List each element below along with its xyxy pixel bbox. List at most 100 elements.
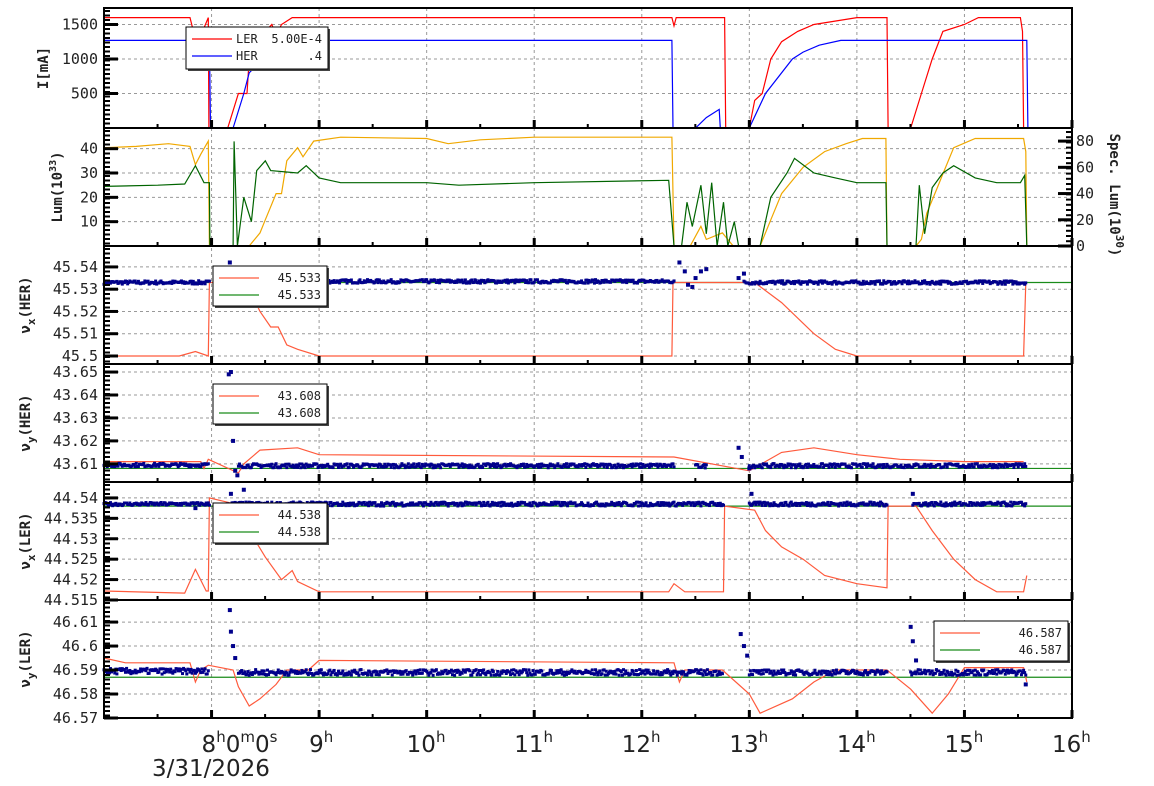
measured-point: [1002, 279, 1006, 283]
measured-point: [507, 504, 511, 508]
measured-point: [602, 280, 606, 284]
measured-point: [922, 281, 926, 285]
measured-point: [923, 502, 927, 506]
measured-point: [303, 670, 307, 674]
measured-point: [736, 276, 741, 281]
measured-point: [480, 668, 484, 672]
x-tick-min: 0: [226, 732, 241, 758]
measured-point: [845, 670, 849, 674]
measured-point: [950, 504, 954, 508]
measured-point: [624, 278, 628, 282]
y-tick-label: 44.53: [53, 530, 98, 548]
measured-point: [564, 673, 568, 677]
measured-point: [833, 465, 837, 469]
measured-point: [798, 503, 802, 507]
measured-point: [345, 671, 349, 675]
measured-point: [871, 503, 875, 507]
measured-point: [780, 668, 784, 672]
measured-point: [367, 504, 371, 508]
measured-point: [716, 672, 720, 676]
measured-point: [525, 279, 529, 283]
measured-point: [583, 281, 587, 285]
measured-point: [228, 629, 233, 634]
measured-point: [503, 462, 507, 466]
measured-point: [877, 504, 881, 508]
measured-point: [492, 279, 496, 283]
legends: LER 5.00E-4 HER .4 45.533 45.533 43.608 43.608 4…: [185, 26, 1070, 663]
measured-point: [515, 504, 519, 508]
measured-point: [275, 671, 279, 675]
y2-tick-label: 80: [1076, 132, 1094, 150]
measured-point: [524, 668, 528, 672]
measured-point: [1010, 504, 1014, 508]
measured-point: [990, 466, 994, 470]
measured-point: [776, 669, 780, 673]
y-label-rest: (LER): [18, 512, 34, 554]
measured-point: [954, 503, 958, 507]
measured-point: [512, 278, 516, 282]
x-tick-label-12: 12h: [622, 728, 661, 758]
measured-point: [457, 278, 461, 282]
measured-point: [530, 504, 534, 508]
measured-point: [631, 669, 635, 673]
x-tick-hour: 10: [407, 732, 436, 758]
measured-point: [404, 669, 408, 673]
legend-value: 44.538: [278, 508, 321, 522]
measured-point: [1010, 279, 1014, 283]
measured-point: [481, 671, 485, 675]
measured-point: [843, 462, 847, 466]
y-tick-label: 45.53: [53, 280, 98, 298]
measured-point: [923, 462, 927, 466]
measured-point: [1023, 462, 1027, 466]
measured-point: [635, 281, 639, 285]
measured-point: [356, 281, 360, 285]
measured-point: [1003, 502, 1007, 506]
measured-point: [944, 463, 948, 467]
measured-point: [822, 465, 826, 469]
measured-point: [839, 501, 843, 505]
measured-point: [518, 669, 522, 673]
measured-point: [760, 466, 764, 470]
measured-point: [601, 462, 605, 466]
measured-point: [598, 464, 602, 468]
measured-point: [752, 463, 756, 467]
measured-point: [484, 464, 488, 468]
measured-point: [699, 504, 703, 508]
measured-point: [1007, 671, 1011, 675]
measured-point: [393, 504, 397, 508]
measured-point: [1000, 670, 1004, 674]
measured-point: [563, 670, 567, 674]
measured-point: [837, 504, 841, 508]
measured-point: [863, 462, 867, 466]
measured-point: [507, 670, 511, 674]
measured-point: [160, 672, 164, 676]
measured-point: [830, 282, 834, 286]
measured-point: [691, 501, 695, 505]
measured-point: [338, 281, 342, 285]
measured-point: [362, 279, 366, 283]
measured-point: [928, 282, 932, 286]
measured-point: [1009, 670, 1013, 674]
measured-point: [948, 281, 952, 285]
measured-point: [751, 673, 755, 677]
measured-point: [955, 673, 959, 677]
x-axis-date: 3/31/2026: [152, 756, 270, 782]
measured-point: [981, 503, 985, 507]
measured-point: [429, 670, 433, 674]
measured-point: [345, 281, 349, 285]
measured-point: [144, 669, 148, 673]
measured-point: [336, 465, 340, 469]
measured-point: [540, 669, 544, 673]
measured-point: [435, 464, 439, 468]
measured-point: [953, 282, 957, 286]
measured-point: [920, 503, 924, 507]
measured-point: [586, 501, 590, 505]
measured-point: [389, 278, 393, 282]
measured-point: [443, 500, 447, 504]
measured-point: [538, 462, 542, 466]
x-tick-sup: h: [1081, 728, 1091, 746]
measured-point: [144, 501, 148, 505]
measured-point: [1019, 500, 1023, 504]
measured-point: [189, 279, 193, 283]
measured-point: [872, 669, 876, 673]
